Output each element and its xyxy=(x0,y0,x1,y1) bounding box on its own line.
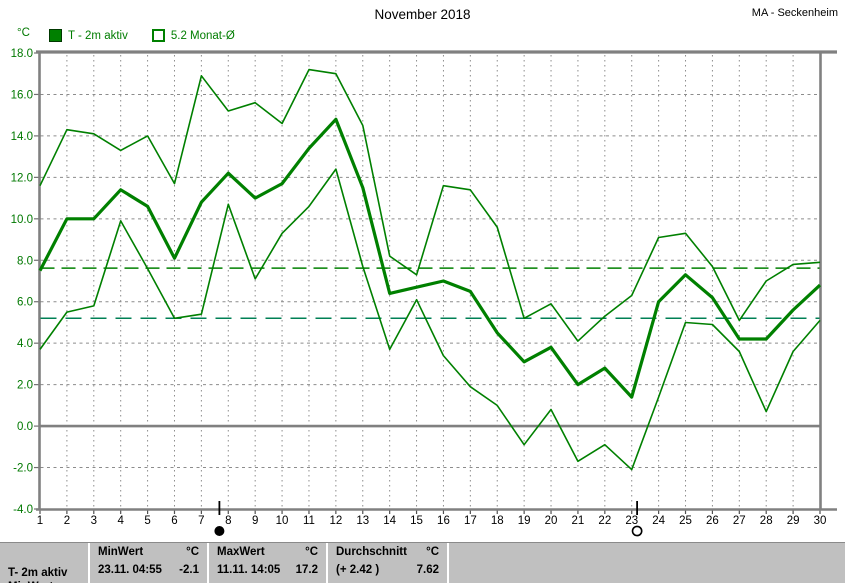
svg-text:18.0: 18.0 xyxy=(11,48,33,60)
svg-text:4: 4 xyxy=(117,515,124,527)
svg-text:6.0: 6.0 xyxy=(17,297,33,309)
legend: T - 2m aktiv 5.2 Monat-Ø xyxy=(49,29,259,42)
legend-label: 5.2 Monat-Ø xyxy=(170,29,235,42)
section-divider xyxy=(447,543,449,583)
svg-text:22: 22 xyxy=(598,515,611,527)
svg-text:28: 28 xyxy=(760,515,773,527)
minwert-section: MinWert °C 23.11. 04:55 -2.1 xyxy=(88,543,207,583)
svg-text:14: 14 xyxy=(383,515,396,527)
svg-text:5: 5 xyxy=(144,515,150,527)
durchschnitt-unit: °C xyxy=(426,546,439,558)
svg-text:2: 2 xyxy=(64,515,70,527)
svg-text:25: 25 xyxy=(679,515,692,527)
maxwert-header: MaxWert xyxy=(217,546,265,558)
svg-text:-4.0: -4.0 xyxy=(13,504,33,516)
legend-item-monat-avg[interactable]: 5.2 Monat-Ø xyxy=(151,29,235,42)
legend-item-t2m-aktiv[interactable]: T - 2m aktiv xyxy=(49,29,128,42)
station-name: MA - Seckenheim xyxy=(751,7,838,19)
durchschnitt-header: Durchschnitt xyxy=(336,546,407,558)
svg-text:13: 13 xyxy=(356,515,369,527)
maxwert-datetime: 11.11. 14:05 xyxy=(217,564,281,576)
svg-text:16.0: 16.0 xyxy=(11,89,33,101)
svg-text:18: 18 xyxy=(491,515,504,527)
svg-text:12.0: 12.0 xyxy=(11,172,33,184)
status-bar: T- 2m aktiv MinWert MinWert °C 23.11. 04… xyxy=(0,542,845,583)
svg-text:20: 20 xyxy=(545,515,558,527)
svg-text:9: 9 xyxy=(252,515,258,527)
svg-text:30: 30 xyxy=(814,515,827,527)
svg-text:16: 16 xyxy=(437,515,450,527)
svg-text:6: 6 xyxy=(171,515,177,527)
chart-region: 18.0 16.0 14.0 12.0 10.0 8.0 6.0 4.0 2.0 0.0 -2.0 -… xyxy=(10,7,838,537)
svg-text:19: 19 xyxy=(518,515,531,527)
svg-text:1: 1 xyxy=(37,515,43,527)
minwert-header: MinWert xyxy=(98,546,144,558)
svg-text:11: 11 xyxy=(303,515,315,527)
filled-square-icon xyxy=(49,29,62,42)
durchschnitt-section: Durchschnitt °C (+ 2.42 ) 7.62 xyxy=(326,543,447,583)
svg-text:10.0: 10.0 xyxy=(11,214,33,226)
svg-text:24: 24 xyxy=(652,515,665,527)
series-row-label: T- 2m aktiv xyxy=(8,567,68,579)
svg-text:2.0: 2.0 xyxy=(17,380,33,392)
open-square-icon xyxy=(151,29,165,42)
svg-text:7: 7 xyxy=(198,515,204,527)
svg-text:8.0: 8.0 xyxy=(17,255,33,267)
svg-text:21: 21 xyxy=(572,515,585,527)
svg-text:4.0: 4.0 xyxy=(17,338,33,350)
svg-text:23: 23 xyxy=(625,515,638,527)
svg-text:0.0: 0.0 xyxy=(17,421,33,433)
minwert-value: -2.1 xyxy=(179,564,199,576)
svg-text:15: 15 xyxy=(410,515,423,527)
clipped-next-row-label: MinWert xyxy=(8,581,53,583)
svg-text:-2.0: -2.0 xyxy=(13,463,33,475)
temperature-line-chart: 18.0 16.0 14.0 12.0 10.0 8.0 6.0 4.0 2.0 0.0 -2.0 -… xyxy=(11,48,837,537)
svg-text:8: 8 xyxy=(225,515,231,527)
svg-text:27: 27 xyxy=(733,515,746,527)
svg-text:17: 17 xyxy=(464,515,477,527)
svg-text:26: 26 xyxy=(706,515,719,527)
maxwert-unit: °C xyxy=(305,546,318,558)
svg-text:10: 10 xyxy=(276,515,289,527)
svg-text:29: 29 xyxy=(787,515,800,527)
svg-text:14.0: 14.0 xyxy=(11,131,33,143)
legend-label: T - 2m aktiv xyxy=(68,29,128,42)
svg-text:3: 3 xyxy=(91,515,97,527)
chart-title: November 2018 xyxy=(374,7,471,22)
svg-text:12: 12 xyxy=(329,515,342,527)
minwert-unit: °C xyxy=(186,546,199,558)
minwert-datetime: 23.11. 04:55 xyxy=(98,564,162,576)
maxwert-section: MaxWert °C 11.11. 14:05 17.2 xyxy=(207,543,326,583)
durchschnitt-value: 7.62 xyxy=(416,564,439,576)
maxwert-value: 17.2 xyxy=(295,564,318,576)
durchschnitt-datetime: (+ 2.42 ) xyxy=(336,564,380,576)
y-axis-unit-label: °C xyxy=(17,27,30,39)
